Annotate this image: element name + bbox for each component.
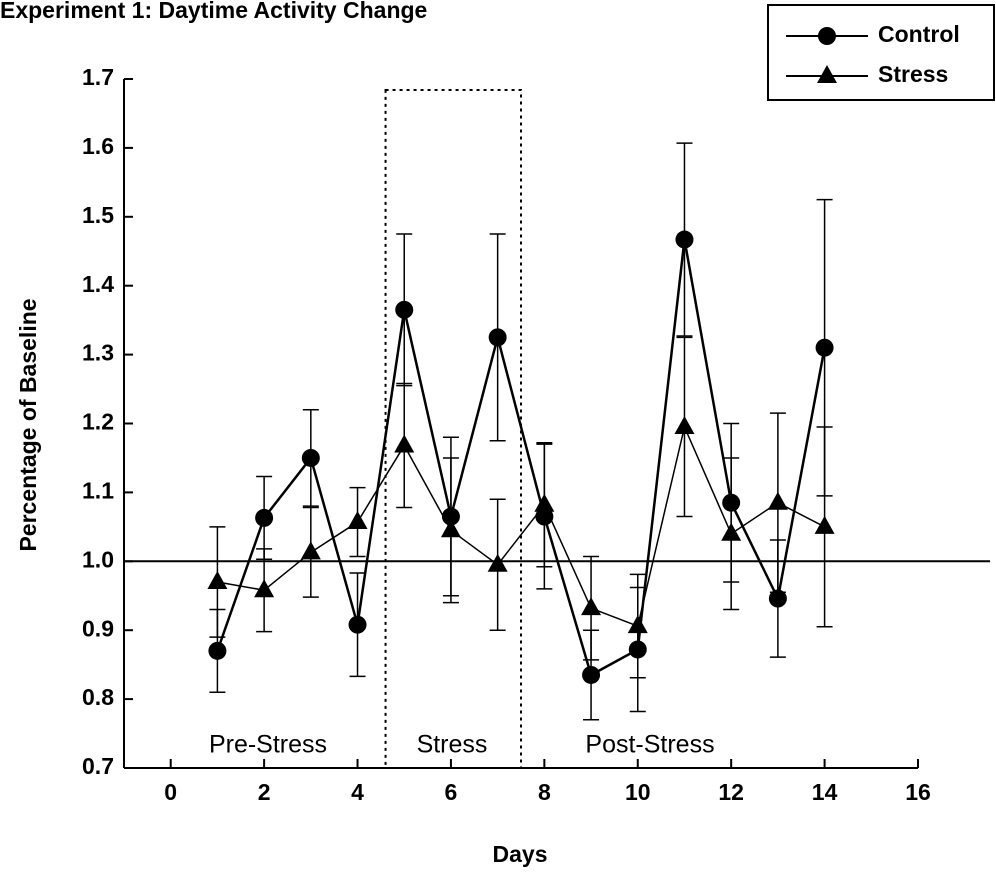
- data-point: [487, 553, 508, 572]
- data-point: [300, 541, 321, 560]
- x-tick-label: 16: [905, 779, 931, 805]
- data-point: [768, 589, 787, 608]
- y-tick-label: 0.8: [82, 684, 114, 710]
- data-point: [582, 665, 601, 684]
- data-point: [581, 597, 602, 616]
- data-point: [627, 615, 648, 634]
- legend-marker: [817, 65, 837, 83]
- stress-period-box: [384, 89, 522, 769]
- data-point: [814, 515, 835, 534]
- y-tick-label: 1.5: [82, 202, 114, 228]
- data-point: [767, 491, 788, 510]
- x-tick-label: 10: [625, 779, 651, 805]
- y-tick-label: 1.6: [82, 133, 114, 159]
- legend-label: Control: [878, 21, 960, 47]
- legend-box: [767, 4, 995, 101]
- x-tick-label: 14: [812, 779, 838, 805]
- legend-marker: [818, 27, 836, 45]
- data-point: [674, 415, 695, 434]
- y-tick-label: 0.9: [82, 615, 114, 641]
- legend-label: Stress: [878, 61, 948, 87]
- series-line: [216, 239, 826, 677]
- y-tick-label: 1.4: [82, 271, 114, 297]
- x-tick-label: 12: [718, 779, 744, 805]
- y-tick-label: 1.7: [82, 64, 114, 90]
- y-tick-label: 1.1: [82, 477, 114, 503]
- data-point: [395, 300, 414, 319]
- y-tick-label: 0.7: [82, 753, 114, 779]
- data-point: [347, 511, 368, 530]
- period-label: Post-Stress: [585, 731, 714, 759]
- x-tick-label: 6: [445, 779, 458, 805]
- x-tick-label: 0: [164, 779, 177, 805]
- data-point: [815, 338, 834, 357]
- data-point: [254, 579, 275, 598]
- data-point: [348, 615, 367, 634]
- period-label: Pre-Stress: [209, 731, 327, 759]
- x-tick-label: 4: [351, 779, 364, 805]
- data-point: [207, 570, 228, 589]
- data-point: [440, 519, 461, 538]
- x-axis-label: Days: [493, 841, 548, 867]
- chart-title: Experiment 1: Daytime Activity Change: [0, 0, 427, 23]
- series-line: [217, 424, 825, 628]
- period-label: Stress: [417, 731, 488, 759]
- y-tick-label: 1.0: [82, 546, 114, 572]
- x-tick-label: 8: [538, 779, 551, 805]
- data-point: [301, 448, 320, 467]
- data-point: [394, 434, 415, 453]
- y-axis-label: Percentage of Baseline: [15, 298, 41, 551]
- data-point: [534, 493, 555, 512]
- data-point: [255, 508, 274, 527]
- data-point: [721, 522, 742, 541]
- data-point: [488, 328, 507, 347]
- data-point: [208, 641, 227, 660]
- y-tick-label: 1.2: [82, 409, 114, 435]
- x-tick-label: 2: [258, 779, 271, 805]
- data-point: [675, 230, 694, 249]
- y-tick-label: 1.3: [82, 340, 114, 366]
